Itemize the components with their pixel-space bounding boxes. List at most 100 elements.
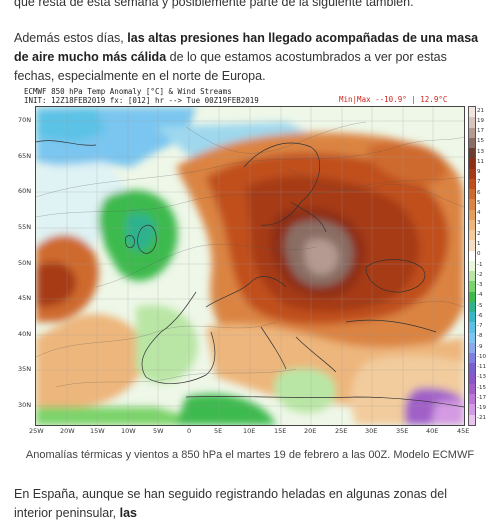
colorbar-swatch — [469, 342, 475, 354]
lat-tick-label: 30N — [18, 401, 32, 409]
colorbar-swatch — [469, 189, 475, 200]
coastlines — [36, 140, 464, 408]
lon-tick-label: 30E — [365, 427, 378, 435]
article-paragraph: En España, aunque se han seguido registr… — [14, 485, 488, 523]
lon-tick-label: 20W — [60, 427, 75, 435]
colorbar-swatch — [469, 168, 475, 180]
graticule — [36, 107, 464, 425]
colorbar-swatch — [469, 271, 475, 282]
weather-map-figure: ECMWF 850 hPa Temp Anomaly [°C] & Wind S… — [17, 84, 486, 441]
colorbar-swatch — [469, 209, 475, 221]
colorbar-swatch — [469, 404, 475, 416]
colorbar-tick-label: 9 — [477, 169, 481, 176]
paragraph-bold-text: las altas presiones han llegado acompaña… — [14, 31, 479, 64]
colorbar-swatch — [469, 148, 475, 159]
lat-tick-label: 65N — [18, 152, 32, 160]
colorbar-swatch — [469, 383, 475, 395]
lon-tick-label: 5W — [153, 427, 164, 435]
colorbar-tick-label: -6 — [477, 312, 483, 319]
lat-tick-label: 60N — [18, 187, 32, 195]
lat-tick-label: 45N — [18, 294, 32, 302]
article-paragraph: Además estos días, las altas presiones h… — [14, 29, 488, 86]
colorbar-tick-label: -10 — [477, 353, 486, 360]
map-plot-area — [35, 106, 465, 426]
colorbar-tick-label: -7 — [477, 323, 483, 330]
colorbar-tick-label: -13 — [477, 374, 486, 381]
article-paragraph-fragment: que resta de esta semana y posiblemente … — [14, 0, 488, 12]
colorbar-tick-label: -21 — [477, 415, 486, 422]
paragraph-lead-text: Además estos días, — [14, 31, 128, 45]
colorbar-tick-label: 7 — [477, 179, 481, 186]
colorbar-tick-label: -9 — [477, 343, 483, 350]
colorbar-tick-label: 21 — [477, 107, 484, 114]
anomaly-field — [36, 107, 464, 425]
colorbar-tick-label: 5 — [477, 199, 481, 206]
lat-tick-label: 70N — [18, 116, 32, 124]
lon-tick-label: 0 — [187, 427, 192, 435]
colorbar-swatch — [469, 332, 475, 344]
colorbar-swatch — [469, 199, 475, 211]
lon-tick-label: 45E — [457, 427, 470, 435]
colorbar-tick-label: 3 — [477, 220, 481, 227]
paragraph-text: que resta de esta semana y posiblemente … — [14, 0, 414, 9]
colorbar-swatch — [469, 117, 475, 128]
colorbar-tick-label: -1 — [477, 261, 483, 268]
colorbar-swatch — [469, 363, 475, 375]
lat-tick-label: 50N — [18, 259, 32, 267]
colorbar-swatch — [469, 260, 475, 272]
colorbar-swatch — [469, 230, 475, 241]
colorbar-swatch — [469, 353, 475, 364]
colorbar-swatch — [469, 127, 475, 139]
lon-tick-label: 25W — [29, 427, 44, 435]
colorbar-tick-label: 17 — [477, 128, 484, 135]
colorbar-tick-label: -11 — [477, 364, 486, 371]
colorbar-swatch — [469, 219, 475, 231]
colorbar-swatch — [469, 250, 475, 262]
lon-tick-label: 20E — [304, 427, 317, 435]
colorbar-tick-label: -5 — [477, 302, 483, 309]
colorbar-swatch — [469, 291, 475, 303]
colorbar-tick-label: -4 — [477, 292, 483, 299]
colorbar-swatch — [469, 240, 475, 252]
colorbar-tick-label: 19 — [477, 117, 484, 124]
lon-tick-label: 25E — [335, 427, 348, 435]
lon-tick-label: 5E — [214, 427, 223, 435]
lon-tick-label: 10W — [121, 427, 136, 435]
paragraph-lead-text: En España, aunque se han seguido registr… — [14, 487, 447, 520]
lon-tick-label: 15E — [274, 427, 287, 435]
colorbar-legend — [468, 106, 476, 426]
colorbar-tick-label: 2 — [477, 230, 481, 237]
colorbar-swatch — [469, 107, 475, 118]
colorbar-swatch — [469, 178, 475, 190]
colorbar-swatch — [469, 281, 475, 293]
colorbar-tick-label: 15 — [477, 138, 484, 145]
lon-tick-label: 35E — [396, 427, 409, 435]
lat-tick-label: 55N — [18, 223, 32, 231]
colorbar-swatch — [469, 312, 475, 323]
colorbar-swatch — [469, 373, 475, 385]
anomaly-map — [36, 107, 464, 425]
lon-tick-label: 15W — [90, 427, 105, 435]
colorbar-tick-label: 4 — [477, 210, 481, 217]
colorbar-tick-label: -15 — [477, 384, 486, 391]
colorbar-tick-label: 13 — [477, 148, 484, 155]
colorbar-tick-label: 11 — [477, 158, 484, 165]
lon-tick-label: 40E — [426, 427, 439, 435]
colorbar-tick-label: 1 — [477, 240, 481, 247]
colorbar-swatch — [469, 137, 475, 149]
lon-tick-label: 10E — [243, 427, 256, 435]
colorbar-tick-label: -19 — [477, 405, 486, 412]
colorbar-tick-label: -3 — [477, 282, 483, 289]
colorbar-tick-label: 0 — [477, 251, 481, 258]
colorbar-swatch — [469, 301, 475, 313]
map-title: ECMWF 850 hPa Temp Anomaly [°C] & Wind S… — [24, 87, 232, 96]
colorbar-tick-label: -2 — [477, 271, 483, 278]
lat-tick-label: 40N — [18, 330, 32, 338]
figure-caption: Anomalías térmicas y vientos a 850 hPa e… — [25, 449, 475, 461]
map-init-line: INIT: 12Z18FEB2019 fx: [012] hr --> Tue … — [24, 96, 259, 105]
colorbar-swatch — [469, 394, 475, 405]
colorbar-tick-label: -17 — [477, 394, 486, 401]
colorbar-swatch — [469, 158, 475, 170]
colorbar-swatch — [469, 322, 475, 334]
lat-tick-label: 35N — [18, 365, 32, 373]
